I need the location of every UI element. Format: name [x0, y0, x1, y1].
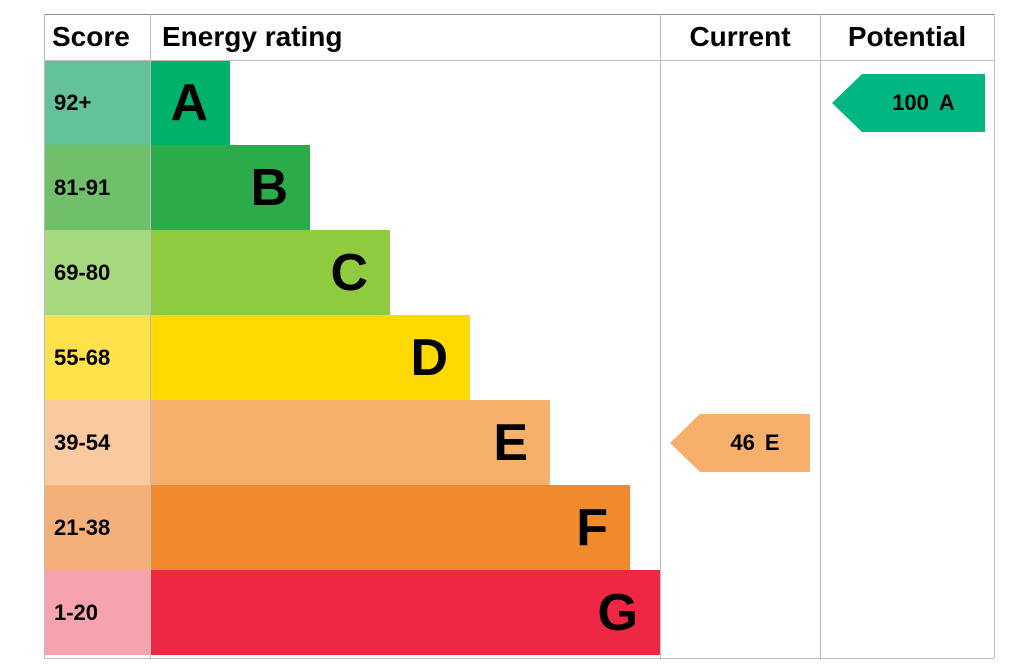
- header-current: Current: [660, 14, 820, 60]
- header-score-label: Score: [52, 21, 130, 53]
- header-score: Score: [44, 14, 150, 60]
- header-rating: Energy rating: [150, 14, 660, 60]
- header-current-label: Current: [689, 21, 790, 53]
- rating-bar-B: B: [150, 145, 310, 230]
- grid-line: [44, 60, 994, 61]
- potential-marker-letter: A: [939, 90, 955, 116]
- score-range-F-text: 21-38: [54, 515, 110, 541]
- score-range-C-text: 69-80: [54, 260, 110, 286]
- grid-line: [994, 14, 995, 658]
- score-range-D: 55-68: [44, 315, 150, 400]
- potential-marker-arrow-icon: [832, 74, 862, 132]
- rating-bar-C: C: [150, 230, 390, 315]
- current-marker-letter: E: [765, 430, 780, 456]
- potential-marker: 100 A: [862, 74, 985, 132]
- grid-line: [44, 658, 994, 659]
- score-range-G-text: 1-20: [54, 600, 98, 626]
- current-marker-arrow-icon: [670, 414, 700, 472]
- rating-letter-E: E: [493, 413, 528, 473]
- grid-line: [660, 14, 661, 658]
- potential-marker-value: 100: [892, 90, 929, 116]
- score-range-E-text: 39-54: [54, 430, 110, 456]
- score-range-B: 81-91: [44, 145, 150, 230]
- grid-line: [44, 14, 994, 15]
- rating-letter-B: B: [250, 158, 288, 218]
- rating-bar-A: A: [150, 60, 230, 145]
- score-range-E: 39-54: [44, 400, 150, 485]
- rating-letter-D: D: [410, 328, 448, 388]
- grid-line: [44, 14, 45, 658]
- rating-bar-G: G: [150, 570, 660, 655]
- current-marker: 46 E: [700, 414, 810, 472]
- rating-letter-F: F: [576, 498, 608, 558]
- header-potential-label: Potential: [848, 21, 966, 53]
- rating-letter-C: C: [330, 243, 368, 303]
- score-range-F: 21-38: [44, 485, 150, 570]
- grid-line: [820, 14, 821, 658]
- score-range-A: 92+: [44, 60, 150, 145]
- score-range-A-text: 92+: [54, 90, 91, 116]
- energy-rating-chart: Score Energy rating Current Potential 92+ A 81…: [0, 0, 1024, 669]
- grid-line: [150, 14, 151, 658]
- current-marker-value: 46: [730, 430, 754, 456]
- rating-bar-E: E: [150, 400, 550, 485]
- score-range-C: 69-80: [44, 230, 150, 315]
- rating-letter-G: G: [598, 583, 638, 643]
- score-range-B-text: 81-91: [54, 175, 110, 201]
- score-range-G: 1-20: [44, 570, 150, 655]
- header-potential: Potential: [820, 14, 994, 60]
- rating-bar-F: F: [150, 485, 630, 570]
- rating-bar-D: D: [150, 315, 470, 400]
- rating-letter-A: A: [170, 73, 208, 133]
- score-range-D-text: 55-68: [54, 345, 110, 371]
- header-rating-label: Energy rating: [162, 21, 342, 53]
